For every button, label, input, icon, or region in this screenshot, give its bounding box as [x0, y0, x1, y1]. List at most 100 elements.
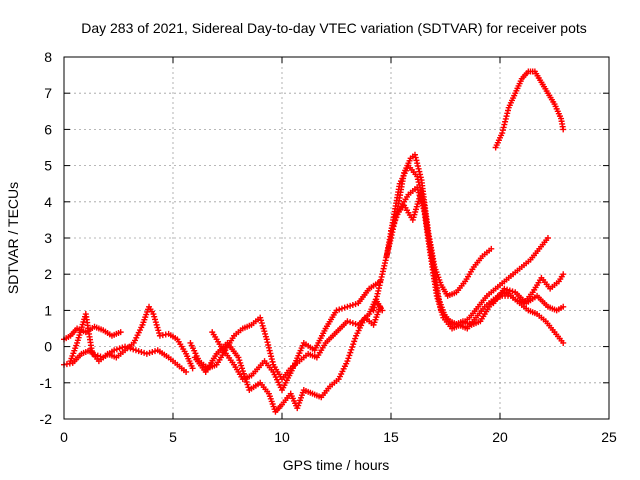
- data-point-marker: [268, 356, 275, 363]
- data-point-marker: [235, 354, 242, 361]
- data-point-marker: [416, 168, 423, 175]
- data-point-marker: [499, 127, 506, 134]
- data-point-marker: [153, 321, 160, 328]
- data-point-marker: [94, 352, 101, 359]
- data-point-marker: [502, 115, 509, 122]
- data-point-marker: [155, 327, 162, 334]
- data-point-marker: [122, 343, 129, 350]
- data-point-marker: [349, 301, 356, 308]
- y-tick-label: 7: [44, 85, 52, 101]
- data-point-marker: [352, 320, 359, 327]
- data-point-marker: [151, 313, 158, 320]
- y-tick-label: 8: [44, 49, 52, 65]
- tick-layer: 0 5 10 15 20 25 -2 -1 0 1 2 3 4 5 6 7 8: [40, 49, 617, 445]
- x-tick-label: 15: [383, 429, 399, 445]
- series-track-10: [392, 187, 567, 346]
- chart-title: Day 283 of 2021, Sidereal Day-to-day VTE…: [81, 20, 587, 36]
- data-point-marker: [560, 126, 567, 133]
- data-point-marker: [341, 304, 348, 311]
- data-point-marker: [92, 351, 99, 358]
- data-point-marker: [258, 320, 265, 327]
- data-point-marker: [89, 350, 96, 357]
- data-point-marker: [388, 227, 394, 234]
- data-point-marker: [377, 303, 384, 310]
- data-point-marker: [127, 345, 134, 352]
- series-track-3: [67, 311, 190, 375]
- data-point-marker: [413, 157, 420, 164]
- y-tick-label: 6: [44, 121, 52, 137]
- data-point-marker: [119, 344, 126, 351]
- data-point-marker: [348, 346, 355, 353]
- data-point-marker: [333, 307, 340, 314]
- data-point-marker: [350, 341, 357, 348]
- data-point-marker: [156, 330, 163, 337]
- data-point-marker: [500, 124, 507, 131]
- data-point-marker: [113, 346, 120, 353]
- data-point-marker: [503, 113, 510, 120]
- data-point-marker: [264, 339, 271, 346]
- data-point-marker: [414, 176, 421, 183]
- data-point-marker: [260, 325, 267, 332]
- data-point-marker: [236, 357, 243, 364]
- data-point-marker: [267, 350, 274, 357]
- data-point-marker: [560, 339, 567, 346]
- data-point-marker: [347, 302, 354, 309]
- data-point-marker: [111, 347, 118, 354]
- data-point-marker: [415, 179, 422, 186]
- data-point-marker: [415, 165, 422, 172]
- x-tick-label: 0: [60, 429, 68, 445]
- data-point-marker: [509, 288, 516, 295]
- data-point-marker: [244, 381, 251, 388]
- data-point-marker: [501, 285, 508, 292]
- data-point-marker: [347, 349, 354, 356]
- data-point-marker: [124, 344, 131, 351]
- data-point-marker: [390, 222, 397, 229]
- data-point-marker: [146, 349, 153, 356]
- data-point-marker: [338, 305, 345, 312]
- data-point-marker: [152, 316, 159, 323]
- data-point-marker: [259, 322, 266, 329]
- y-tick-label: -1: [40, 375, 53, 391]
- data-point-marker: [262, 333, 269, 340]
- data-point-marker: [414, 173, 421, 180]
- data-point-marker: [560, 271, 567, 278]
- data-point-marker: [189, 365, 196, 372]
- data-point-marker: [560, 303, 567, 310]
- data-point-marker: [346, 352, 353, 359]
- y-axis-label: SDTVAR / TECUs: [5, 182, 21, 294]
- y-tick-label: 4: [44, 194, 52, 210]
- data-point-marker: [504, 286, 511, 293]
- data-point-marker: [262, 330, 269, 337]
- data-point-marker: [154, 324, 161, 331]
- data-point-marker: [149, 349, 156, 356]
- series-track-5: [191, 303, 384, 415]
- data-point-marker: [344, 303, 351, 310]
- data-point-marker: [245, 384, 252, 391]
- y-tick-label: 5: [44, 158, 52, 174]
- x-tick-label: 5: [169, 429, 177, 445]
- data-point-marker: [265, 341, 272, 348]
- data-point-marker: [499, 130, 506, 137]
- series-track-6: [209, 278, 384, 394]
- y-tick-label: 3: [44, 230, 52, 246]
- data-point-marker: [414, 160, 421, 167]
- data-point-marker: [238, 362, 245, 369]
- data-point-marker: [239, 365, 246, 372]
- x-tick-label: 25: [601, 429, 617, 445]
- y-tick-label: 0: [44, 339, 52, 355]
- plot-frame: [63, 56, 610, 420]
- data-point-marker: [411, 151, 418, 158]
- data-point-marker: [257, 314, 264, 321]
- data-point-marker: [352, 335, 359, 342]
- x-tick-label: 20: [492, 429, 508, 445]
- data-point-marker: [349, 344, 356, 351]
- y-tick-label: 2: [44, 266, 52, 282]
- data-point-marker: [391, 219, 398, 226]
- data-point-marker: [117, 329, 124, 336]
- data-point-marker: [183, 368, 190, 375]
- data-point-marker: [116, 345, 123, 352]
- data-point-marker: [351, 338, 358, 345]
- data-point-marker: [141, 349, 148, 356]
